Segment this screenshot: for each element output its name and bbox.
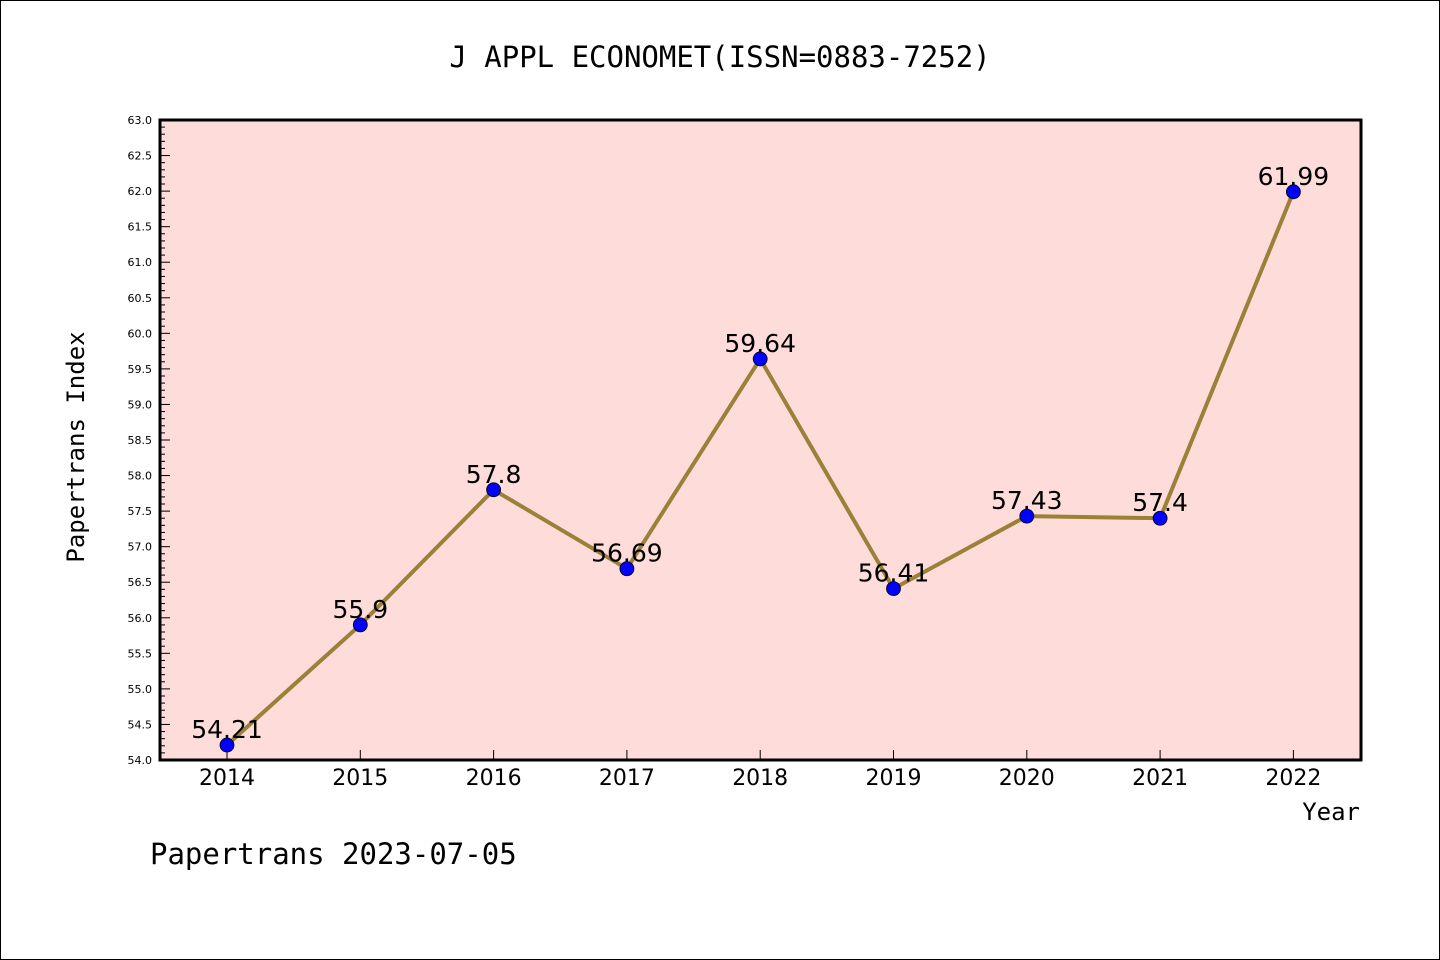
y-tick-label: 59.0 <box>128 398 153 411</box>
x-tick-label: 2021 <box>1132 766 1188 791</box>
footer-date: Papertrans 2023-07-05 <box>150 837 517 871</box>
x-tick-label: 2016 <box>466 766 522 791</box>
x-tick-label: 2015 <box>332 766 388 791</box>
data-label: 57.8 <box>466 460 522 489</box>
data-markers <box>219 184 1301 753</box>
y-axis: 54.0 54.5 55.0 55.5 56.0 56.5 57.0 57.5 58.0 58.5… <box>128 114 170 767</box>
y-tick-label: 57.0 <box>128 541 153 554</box>
x-tick-label: 2022 <box>1265 766 1321 791</box>
data-point <box>219 737 235 753</box>
y-tick-label: 58.0 <box>128 470 153 483</box>
data-label: 56.69 <box>591 539 663 568</box>
data-label: 57.4 <box>1132 488 1188 517</box>
data-label: 54.21 <box>191 715 263 744</box>
data-point <box>752 351 768 367</box>
data-point <box>486 482 502 498</box>
y-tick-label: 56.5 <box>128 576 153 589</box>
x-tick-label: 2014 <box>199 766 255 791</box>
data-point <box>352 617 368 633</box>
y-tick-label: 54.0 <box>128 754 153 767</box>
x-tick-label: 2017 <box>599 766 655 791</box>
y-tick-label: 57.5 <box>128 505 153 518</box>
x-tick-label: 2019 <box>866 766 922 791</box>
data-label: 55.9 <box>332 595 388 624</box>
y-tick-label: 55.0 <box>128 683 153 696</box>
x-tick-label: 2018 <box>732 766 788 791</box>
chart-title: J APPL ECONOMET(ISSN=0883-7252) <box>449 40 990 74</box>
data-label: 61.99 <box>1258 162 1330 191</box>
x-tick-label: 2020 <box>999 766 1055 791</box>
y-tick-label: 60.5 <box>128 292 153 305</box>
data-point <box>619 561 635 577</box>
y-tick-label: 62.5 <box>128 150 153 163</box>
y-tick-label: 55.5 <box>128 647 153 660</box>
y-tick-label: 62.0 <box>128 185 153 198</box>
data-label: 57.43 <box>991 486 1063 515</box>
data-point <box>1019 508 1035 524</box>
y-tick-label: 61.0 <box>128 256 153 269</box>
y-tick-label: 61.5 <box>128 221 153 234</box>
data-label: 59.64 <box>724 329 796 358</box>
x-axis: 2014 2015 2016 2017 2018 2019 2020 2021 2022 <box>199 750 1321 791</box>
data-point <box>1152 510 1168 526</box>
y-tick-label: 54.5 <box>128 718 153 731</box>
y-tick-label: 59.5 <box>128 363 153 376</box>
x-axis-label: Year <box>1302 798 1360 826</box>
plot-border <box>158 118 1363 762</box>
y-tick-label: 56.0 <box>128 612 153 625</box>
data-labels: 54.21 55.9 57.8 56.69 59.64 56.41 57.43 57.4 61.… <box>191 162 1329 744</box>
data-label: 56.41 <box>858 559 930 588</box>
plot-area <box>160 120 1361 760</box>
y-axis-label: Papertrans Index <box>62 331 90 562</box>
y-tick-label: 60.0 <box>128 327 153 340</box>
y-tick-label: 63.0 <box>128 114 153 127</box>
data-point <box>1286 184 1301 200</box>
y-tick-label: 58.5 <box>128 434 153 447</box>
data-point <box>886 581 901 597</box>
